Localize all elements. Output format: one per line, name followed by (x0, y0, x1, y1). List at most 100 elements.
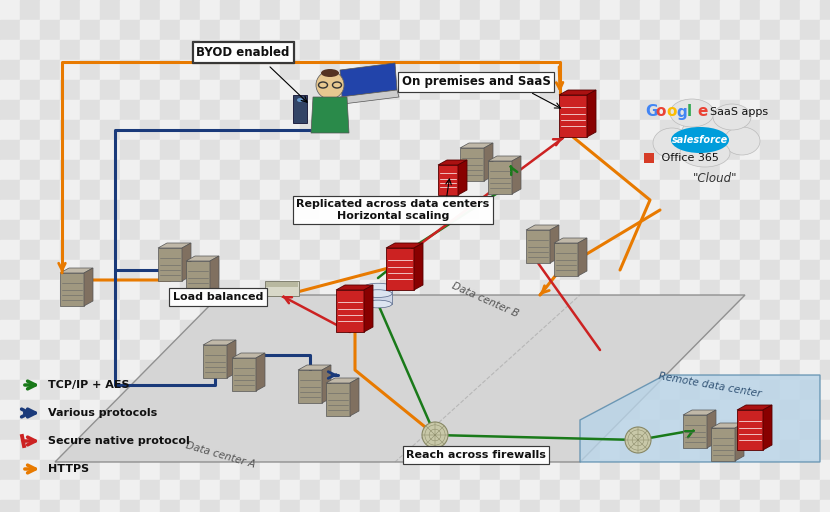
Bar (420, 360, 440, 380)
Bar (800, 60, 820, 80)
Bar (560, 40, 580, 60)
Bar (460, 20, 480, 40)
Bar (760, 200, 780, 220)
Bar (300, 180, 320, 200)
Bar (460, 160, 480, 180)
Bar (266, 282, 298, 287)
Bar (700, 500, 720, 512)
Bar (560, 480, 580, 500)
Polygon shape (488, 161, 512, 194)
Bar (160, 400, 180, 420)
Bar (800, 200, 820, 220)
Bar (560, 420, 580, 440)
Bar (160, 500, 180, 512)
Bar (40, 40, 60, 60)
Bar (720, 420, 740, 440)
Bar (820, 160, 830, 180)
Bar (140, 360, 160, 380)
Bar (520, 420, 540, 440)
Bar (240, 340, 260, 360)
Bar (600, 400, 620, 420)
Bar (700, 320, 720, 340)
Bar (293, 95, 307, 123)
Bar (320, 280, 340, 300)
Bar (420, 340, 440, 360)
Bar (260, 440, 280, 460)
Bar (540, 260, 560, 280)
Bar (640, 400, 660, 420)
Bar (280, 260, 300, 280)
Bar (820, 0, 830, 20)
Bar (560, 80, 580, 100)
Bar (680, 160, 700, 180)
Bar (440, 20, 460, 40)
Bar (640, 140, 660, 160)
Bar (120, 180, 140, 200)
Ellipse shape (681, 114, 739, 156)
Bar (200, 300, 220, 320)
Bar (760, 340, 780, 360)
Polygon shape (386, 248, 414, 290)
Bar (560, 0, 580, 20)
Text: HTTPS: HTTPS (48, 464, 89, 474)
Bar (700, 280, 720, 300)
Bar (200, 160, 220, 180)
Polygon shape (438, 160, 467, 165)
Bar (660, 340, 680, 360)
Bar (140, 240, 160, 260)
Bar (480, 100, 500, 120)
Bar (680, 200, 700, 220)
Bar (440, 60, 460, 80)
Bar (20, 500, 40, 512)
Bar (680, 300, 700, 320)
Bar (20, 260, 40, 280)
Text: Data center A: Data center A (184, 440, 256, 470)
Bar (500, 180, 520, 200)
Bar (100, 300, 120, 320)
Bar (720, 400, 740, 420)
Bar (180, 80, 200, 100)
Bar (720, 180, 740, 200)
Bar (180, 360, 200, 380)
Bar (260, 460, 280, 480)
Bar (780, 480, 800, 500)
Bar (560, 60, 580, 80)
Bar (420, 440, 440, 460)
Bar (400, 280, 420, 300)
Bar (140, 440, 160, 460)
Bar (280, 300, 300, 320)
Bar (420, 400, 440, 420)
Bar (700, 460, 720, 480)
Bar (160, 300, 180, 320)
Bar (100, 20, 120, 40)
Bar (360, 40, 380, 60)
Bar (820, 480, 830, 500)
Bar (760, 280, 780, 300)
Polygon shape (336, 290, 364, 332)
Bar (20, 480, 40, 500)
Ellipse shape (670, 99, 714, 127)
Bar (700, 480, 720, 500)
Bar (540, 100, 560, 120)
Bar (760, 480, 780, 500)
Bar (800, 480, 820, 500)
Bar (780, 340, 800, 360)
Bar (180, 160, 200, 180)
Bar (140, 480, 160, 500)
Bar (400, 320, 420, 340)
Bar (720, 340, 740, 360)
Bar (600, 420, 620, 440)
Bar (200, 140, 220, 160)
Bar (360, 80, 380, 100)
Bar (360, 280, 380, 300)
Bar (460, 280, 480, 300)
Bar (720, 320, 740, 340)
Bar (620, 140, 640, 160)
Bar (740, 480, 760, 500)
Bar (660, 400, 680, 420)
Bar (520, 160, 540, 180)
Bar (540, 200, 560, 220)
Bar (120, 460, 140, 480)
Bar (60, 140, 80, 160)
Bar (440, 320, 460, 340)
